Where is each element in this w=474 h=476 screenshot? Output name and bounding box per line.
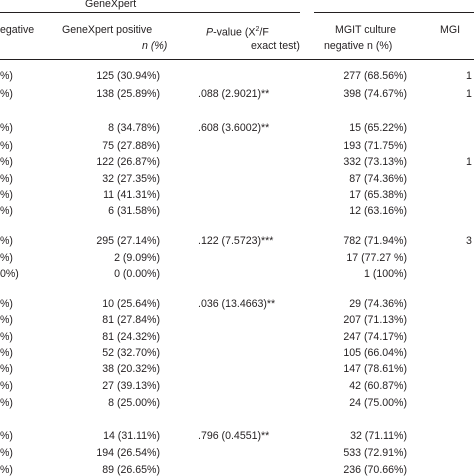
cell-negative-partial: %) bbox=[0, 464, 13, 476]
cell-genexpert-positive: 81 (24.32%) bbox=[102, 331, 160, 343]
cell-negative-partial: %) bbox=[0, 173, 13, 185]
cell-mgit-negative: 87 (74.36%) bbox=[349, 173, 407, 185]
cell-genexpert-positive: 52 (32.70%) bbox=[102, 347, 160, 359]
cell-genexpert-positive: 6 (31.58%) bbox=[108, 205, 160, 217]
cell-genexpert-positive: 89 (26.65%) bbox=[102, 464, 160, 476]
col-header-mgit-line2: negative n (%) bbox=[324, 40, 393, 52]
cell-negative-partial: %) bbox=[0, 140, 13, 152]
cell-p-value: .088 (2.9021)** bbox=[198, 88, 270, 100]
cell-mgit-negative: 42 (60.87%) bbox=[349, 380, 407, 392]
cell-genexpert-positive: 75 (27.88%) bbox=[102, 140, 160, 152]
cell-mgit-negative: 207 (71.13%) bbox=[343, 314, 407, 326]
cell-mgit-negative: 782 (71.94%) bbox=[343, 235, 407, 247]
cell-genexpert-positive: 10 (25.64%) bbox=[102, 298, 160, 310]
cell-mgit-negative: 247 (74.17%) bbox=[343, 331, 407, 343]
col-header-negative-partial: egative bbox=[0, 24, 35, 36]
cell-mgit-negative: 147 (78.61%) bbox=[343, 363, 407, 375]
cell-mgit-positive-partial: 1 bbox=[466, 156, 472, 168]
top-rule-left bbox=[0, 12, 300, 13]
cell-mgit-negative: 533 (72.91%) bbox=[343, 447, 407, 459]
cell-mgit-negative: 12 (63.16%) bbox=[349, 205, 407, 217]
cell-mgit-negative: 332 (73.13%) bbox=[343, 156, 407, 168]
cell-mgit-negative: 17 (65.38%) bbox=[349, 189, 407, 201]
cell-negative-partial: %) bbox=[0, 397, 13, 409]
cell-mgit-positive-partial: 3 bbox=[466, 235, 472, 247]
cell-mgit-negative: 193 (71.75%) bbox=[343, 140, 407, 152]
col-header-positive-line2: n (%) bbox=[142, 40, 168, 52]
col-header-pvalue-line2: exact test) bbox=[251, 40, 300, 52]
cell-negative-partial: %) bbox=[0, 189, 13, 201]
cell-genexpert-positive: 32 (27.35%) bbox=[102, 173, 160, 185]
cell-negative-partial: %) bbox=[0, 205, 13, 217]
cell-genexpert-positive: 38 (20.32%) bbox=[102, 363, 160, 375]
col-header-mgit-line1: MGIT culture bbox=[335, 24, 397, 36]
col-header-pvalue-line1: P-value (X2/F bbox=[206, 26, 269, 39]
cell-mgit-negative: 15 (65.22%) bbox=[349, 122, 407, 134]
cell-genexpert-positive: 194 (26.54%) bbox=[96, 447, 160, 459]
cell-mgit-negative: 398 (74.67%) bbox=[343, 88, 407, 100]
cell-genexpert-positive: 14 (31.11%) bbox=[103, 430, 160, 442]
cell-genexpert-positive: 27 (39.13%) bbox=[102, 380, 160, 392]
cell-genexpert-positive: 11 (41.31%) bbox=[103, 189, 160, 201]
cell-negative-partial: %) bbox=[0, 380, 13, 392]
cell-negative-partial: %) bbox=[0, 430, 13, 442]
top-rule-right bbox=[314, 12, 474, 13]
cell-mgit-positive-partial: 1 bbox=[466, 88, 472, 100]
cell-mgit-positive-partial: 1 bbox=[466, 70, 472, 82]
cell-mgit-negative: 236 (70.66%) bbox=[343, 464, 407, 476]
cell-negative-partial: %) bbox=[0, 331, 13, 343]
cell-negative-partial: %) bbox=[0, 70, 13, 82]
group-header-genexpert: GeneXpert bbox=[85, 0, 137, 10]
cell-genexpert-positive: 8 (34.78%) bbox=[108, 122, 160, 134]
cell-genexpert-positive: 0 (0.00%) bbox=[114, 268, 160, 280]
cell-genexpert-positive: 2 (9.09%) bbox=[114, 252, 160, 264]
col-header-mgit-positive-partial: MGI bbox=[440, 24, 461, 36]
cell-negative-partial: %) bbox=[0, 298, 13, 310]
cell-negative-partial: %) bbox=[0, 156, 13, 168]
cell-negative-partial: %) bbox=[0, 122, 13, 134]
cell-negative-partial: %) bbox=[0, 235, 13, 247]
cell-negative-partial: %) bbox=[0, 347, 13, 359]
cell-negative-partial: %) bbox=[0, 88, 13, 100]
cell-mgit-negative: 29 (74.36%) bbox=[349, 298, 407, 310]
header-bottom-rule bbox=[0, 59, 474, 60]
cell-negative-partial: %) bbox=[0, 363, 13, 375]
cell-genexpert-positive: 138 (25.89%) bbox=[96, 88, 160, 100]
cell-genexpert-positive: 8 (25.00%) bbox=[108, 397, 160, 409]
cell-p-value: .608 (3.6002)** bbox=[198, 122, 270, 134]
cell-p-value: .036 (13.4663)** bbox=[198, 298, 276, 310]
cell-mgit-negative: 17 (77.27 %) bbox=[346, 252, 407, 264]
cell-genexpert-positive: 81 (27.84%) bbox=[102, 314, 160, 326]
cell-genexpert-positive: 122 (26.87%) bbox=[96, 156, 160, 168]
cell-negative-partial: %) bbox=[0, 314, 13, 326]
cell-p-value: .796 (0.4551)** bbox=[198, 430, 270, 442]
cell-negative-partial: %) bbox=[0, 252, 13, 264]
cell-mgit-negative: 24 (75.00%) bbox=[349, 397, 407, 409]
cell-mgit-negative: 277 (68.56%) bbox=[343, 70, 407, 82]
cell-genexpert-positive: 295 (27.14%) bbox=[96, 235, 160, 247]
col-header-positive-line1: GeneXpert positive bbox=[62, 24, 153, 36]
cell-negative-partial: 0%) bbox=[0, 268, 19, 280]
cell-p-value: .122 (7.5723)*** bbox=[198, 235, 274, 247]
cell-genexpert-positive: 125 (30.94%) bbox=[96, 70, 160, 82]
cell-mgit-negative: 1 (100%) bbox=[364, 268, 407, 280]
cell-negative-partial: %) bbox=[0, 447, 13, 459]
cell-mgit-negative: 105 (66.04%) bbox=[343, 347, 407, 359]
cell-mgit-negative: 32 (71.11%) bbox=[350, 430, 407, 442]
